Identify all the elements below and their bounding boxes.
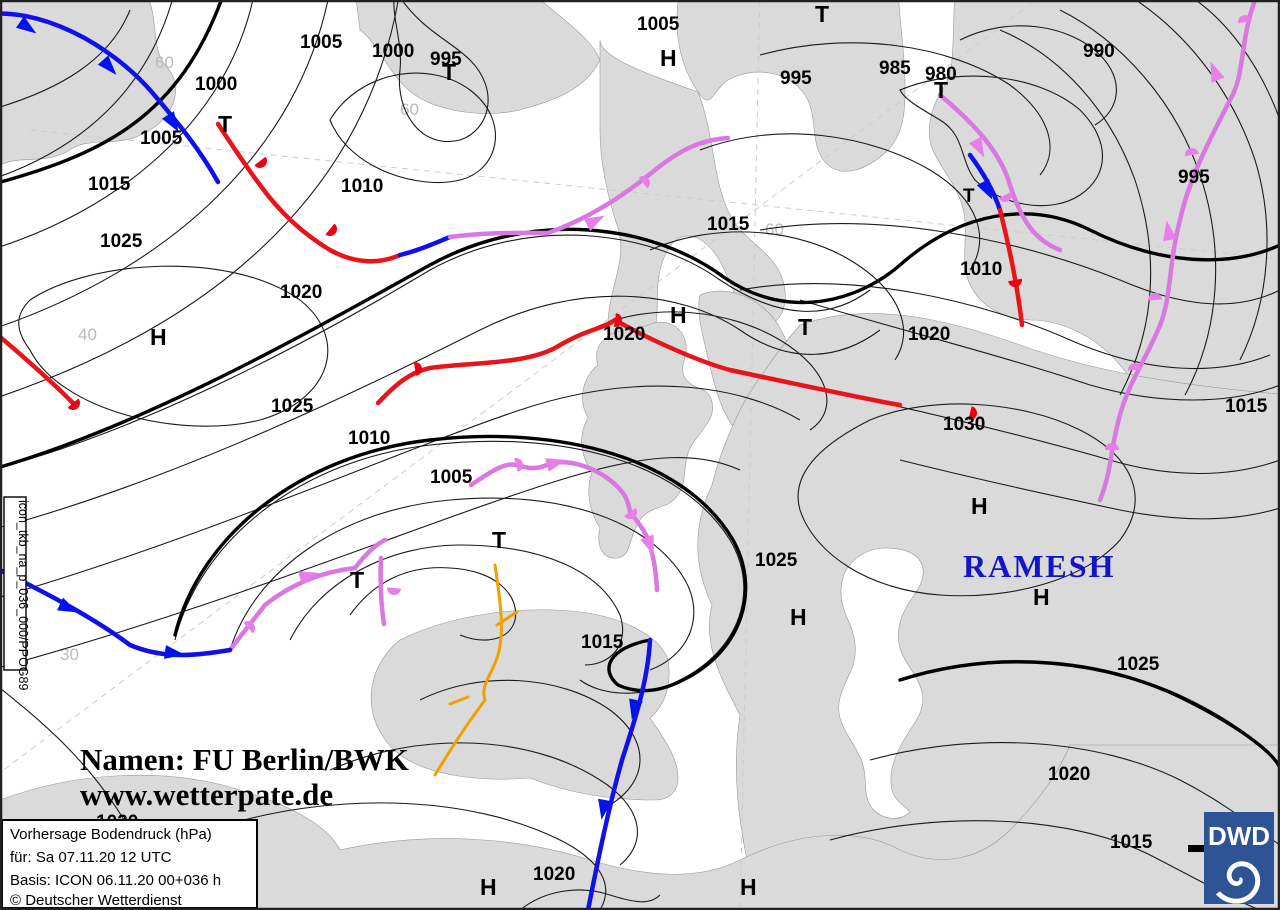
svg-text:1005: 1005 [300, 32, 343, 53]
svg-text:T: T [218, 111, 232, 137]
svg-text:1005: 1005 [637, 14, 680, 35]
svg-text:T: T [815, 1, 829, 27]
svg-text:1010: 1010 [341, 176, 383, 197]
svg-text:© Deutscher Wetterdienst: © Deutscher Wetterdienst [10, 892, 183, 909]
svg-text:1030: 1030 [943, 414, 985, 435]
svg-text:1015: 1015 [1225, 396, 1268, 417]
svg-text:995: 995 [1178, 167, 1210, 188]
svg-text:T: T [492, 527, 506, 553]
svg-text:990: 990 [1083, 41, 1115, 62]
svg-text:Basis: ICON 06.11.20 00+036 h: Basis: ICON 06.11.20 00+036 h [10, 872, 221, 889]
svg-text:1000: 1000 [372, 41, 414, 62]
svg-text:985: 985 [879, 58, 911, 79]
svg-text:Vorhersage Bodendruck (hPa): Vorhersage Bodendruck (hPa) [10, 826, 212, 843]
svg-text:DWD: DWD [1208, 821, 1270, 851]
svg-text:T: T [798, 314, 812, 340]
svg-text:für: Sa 07.11.20 12 UTC: für: Sa 07.11.20 12 UTC [10, 849, 172, 866]
svg-text:1010: 1010 [960, 259, 1002, 280]
svg-text:T: T [350, 567, 364, 593]
svg-text:60: 60 [765, 220, 784, 239]
svg-text:H: H [480, 874, 497, 900]
svg-text:T: T [934, 77, 948, 103]
svg-text:H: H [790, 604, 807, 630]
svg-text:H: H [150, 324, 167, 350]
svg-text:1025: 1025 [100, 231, 143, 252]
svg-text:1015: 1015 [707, 214, 750, 235]
svg-text:1020: 1020 [1048, 764, 1090, 785]
svg-text:1020: 1020 [533, 864, 575, 885]
svg-text:T: T [963, 186, 975, 207]
svg-text:40: 40 [78, 325, 97, 344]
svg-text:1000: 1000 [195, 74, 237, 95]
svg-text:1025: 1025 [755, 550, 798, 571]
svg-text:1020: 1020 [908, 324, 950, 345]
svg-text:1005: 1005 [430, 467, 473, 488]
svg-text:H: H [670, 302, 687, 328]
svg-text:www.wetterpate.de: www.wetterpate.de [80, 777, 333, 812]
svg-text:1020: 1020 [280, 282, 322, 303]
svg-text:995: 995 [780, 68, 812, 89]
svg-text:1025: 1025 [1117, 654, 1160, 675]
svg-text:1015: 1015 [88, 174, 131, 195]
svg-text:H: H [971, 493, 988, 519]
svg-text:1005: 1005 [140, 128, 183, 149]
svg-text:H: H [740, 874, 757, 900]
svg-text:H: H [1033, 584, 1050, 610]
svg-text:H: H [660, 45, 677, 71]
svg-text:1010: 1010 [348, 428, 390, 449]
svg-text:RAMESH: RAMESH [963, 548, 1115, 584]
svg-text:1020: 1020 [603, 324, 645, 345]
svg-text:1015: 1015 [581, 632, 624, 653]
svg-text:Namen: FU Berlin/BWK: Namen: FU Berlin/BWK [80, 742, 409, 777]
svg-text:1015: 1015 [1110, 832, 1153, 853]
svg-text:60: 60 [155, 53, 174, 72]
svg-text:T: T [442, 59, 456, 85]
svg-text:1025: 1025 [271, 396, 314, 417]
svg-text:icon_tkb_na_p_036_000/PPOG89: icon_tkb_na_p_036_000/PPOG89 [16, 500, 30, 690]
